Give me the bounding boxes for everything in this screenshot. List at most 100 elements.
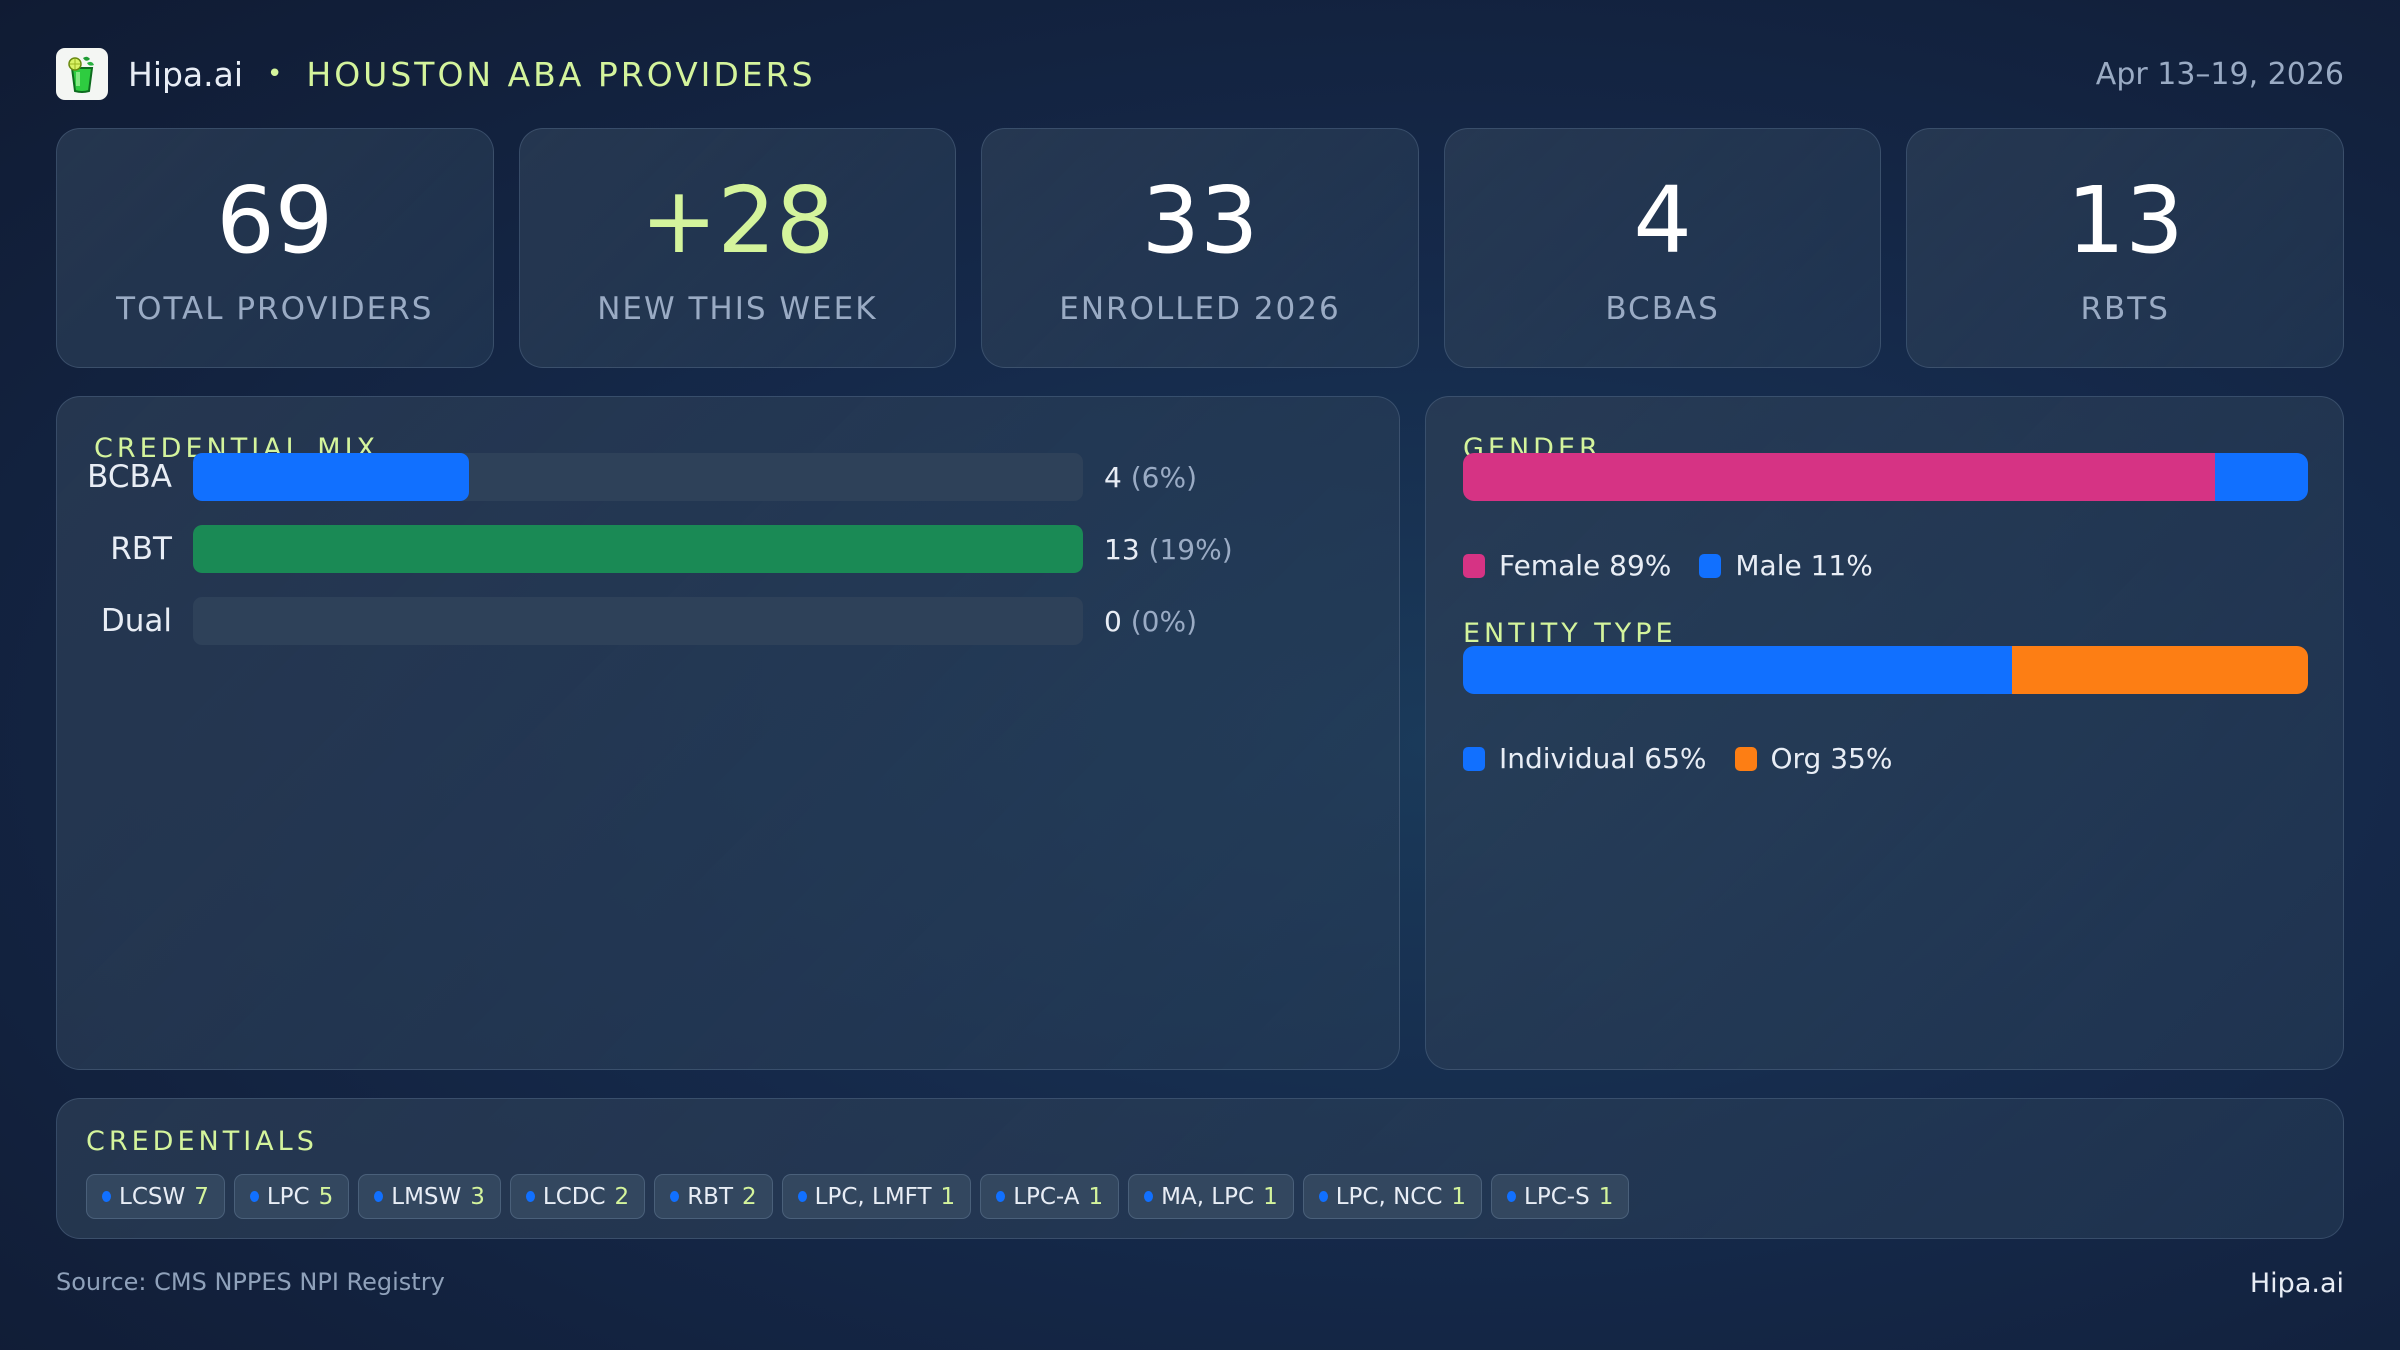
gender-legend: Female 89% Male 11% <box>1463 549 1901 582</box>
bar-count: 4 <box>1104 460 1122 494</box>
entity-type-legend: Individual 65% Org 35% <box>1463 742 1920 775</box>
chip-name: LPC, NCC <box>1335 1183 1443 1210</box>
page-title: HOUSTON ABA PROVIDERS <box>306 54 816 94</box>
gender-bar <box>1463 453 2308 501</box>
bar-label: Dual <box>100 603 172 639</box>
chip-count: 7 <box>194 1183 209 1210</box>
legend-label: Male 11% <box>1735 549 1873 582</box>
section-title: CREDENTIALS <box>86 1126 318 1157</box>
chip-count: 5 <box>318 1183 334 1210</box>
bar-track <box>193 597 1083 645</box>
bar-track <box>193 525 1083 573</box>
bar-count: 0 <box>1104 604 1122 638</box>
chip-name: RBT <box>687 1183 733 1210</box>
gender-segment-male <box>2215 453 2308 501</box>
dot-icon <box>102 1191 111 1202</box>
bar-row-bcba: BCBA 4 (6%) <box>57 453 1197 501</box>
credential-chip: RBT 2 <box>654 1174 773 1219</box>
chip-count: 2 <box>614 1183 630 1210</box>
legend-label: Org 35% <box>1770 742 1893 775</box>
legend-item-individual: Individual 65% <box>1463 742 1707 775</box>
stat-label: ENROLLED 2026 <box>1059 291 1341 327</box>
credential-chip: LMSW 3 <box>358 1174 501 1219</box>
chip-name: LPC-A <box>1013 1183 1080 1210</box>
stat-value: 4 <box>1633 167 1692 274</box>
chip-name: LCDC <box>542 1183 606 1210</box>
dot-icon <box>1318 1191 1328 1202</box>
bar-value: 4 (6%) <box>1104 461 1197 494</box>
footer-brand: Hipa.ai <box>2249 1268 2344 1299</box>
bar-percent: (6%) <box>1130 460 1198 494</box>
chip-count: 1 <box>940 1183 956 1210</box>
mojito-glass-icon <box>56 48 108 100</box>
bar-label: RBT <box>110 531 172 567</box>
bar-value: 0 (0%) <box>1104 605 1197 638</box>
legend-item-org: Org 35% <box>1734 742 1893 775</box>
stat-card-total-providers: 69 TOTAL PROVIDERS <box>56 128 494 368</box>
org-swatch-icon <box>1734 746 1757 771</box>
bar-count: 13 <box>1104 532 1140 566</box>
stat-card-enrolled-2026: 33 ENROLLED 2026 <box>981 128 1419 368</box>
stat-value: 13 <box>2066 167 2184 274</box>
chip-count: 1 <box>1263 1183 1278 1210</box>
chip-count: 2 <box>742 1183 757 1210</box>
credential-chip: LPC-A 1 <box>980 1174 1120 1219</box>
dot-icon <box>670 1191 680 1202</box>
bar-row-dual: Dual 0 (0%) <box>57 597 1197 645</box>
credential-chip: LCDC 2 <box>509 1174 646 1219</box>
stat-card-rbts: 13 RBTS <box>1906 128 2344 368</box>
chip-name: LMSW <box>391 1183 462 1210</box>
title-separator: • <box>267 59 283 89</box>
entity-segment-individual <box>1463 646 2013 694</box>
stat-cards: 69 TOTAL PROVIDERS +28 NEW THIS WEEK 33 … <box>56 128 2344 368</box>
entity-type-bar <box>1463 646 2308 694</box>
chip-count: 1 <box>1088 1183 1104 1210</box>
credentials-panel: CREDENTIALS LCSW 7 LPC 5 LMSW 3 LCDC 2 RBT 2 … <box>56 1098 2344 1239</box>
entity-segment-org <box>2012 646 2308 694</box>
dot-icon <box>374 1191 384 1202</box>
bar-label: BCBA <box>87 459 172 495</box>
stat-label: BCBAS <box>1605 291 1720 327</box>
credential-mix-panel: CREDENTIAL MIX BCBA 4 (6%) RBT 13 (19%) … <box>56 396 1400 1070</box>
gender-segment-female <box>1463 453 2216 501</box>
dot-icon <box>249 1191 259 1202</box>
bar-fill <box>193 453 469 501</box>
stat-label: RBTS <box>2080 291 2170 327</box>
credential-chips: LCSW 7 LPC 5 LMSW 3 LCDC 2 RBT 2 LPC, LMFT 1 L… <box>86 1174 1630 1219</box>
credential-chip: LPC-S 1 <box>1491 1174 1630 1219</box>
legend-label: Individual 65% <box>1499 742 1707 775</box>
credential-chip: MA, LPC 1 <box>1128 1174 1294 1219</box>
chip-name: LPC, LMFT <box>814 1183 932 1210</box>
stat-label: TOTAL PROVIDERS <box>116 291 434 327</box>
chip-name: MA, LPC <box>1161 1183 1255 1210</box>
legend-label: Female 89% <box>1499 549 1672 582</box>
bar-percent: (0%) <box>1130 604 1198 638</box>
credential-chip: LPC, NCC 1 <box>1302 1174 1483 1219</box>
chip-count: 3 <box>470 1183 485 1210</box>
legend-item-female: Female 89% <box>1463 549 1671 582</box>
chip-name: LPC-S <box>1524 1183 1590 1210</box>
stat-value: 33 <box>1141 167 1259 274</box>
bar-track <box>193 453 1083 501</box>
stat-card-bcbas: 4 BCBAS <box>1443 128 1882 368</box>
female-swatch-icon <box>1463 553 1485 578</box>
male-swatch-icon <box>1699 553 1722 578</box>
dot-icon <box>525 1191 535 1202</box>
bar-value: 13 (19%) <box>1104 533 1233 566</box>
footer-source: Source: CMS NPPES NPI Registry <box>56 1268 445 1296</box>
individual-swatch-icon <box>1463 746 1485 771</box>
bar-row-rbt: RBT 13 (19%) <box>57 525 1233 573</box>
credential-chip: LPC 5 <box>233 1174 350 1219</box>
legend-item-male: Male 11% <box>1699 549 1873 582</box>
dot-icon <box>996 1191 1006 1202</box>
chip-count: 1 <box>1598 1183 1614 1210</box>
stat-value: +28 <box>640 167 835 274</box>
header: Hipa.ai • HOUSTON ABA PROVIDERS Apr 13–1… <box>56 47 2344 101</box>
credential-chip: LPC, LMFT 1 <box>781 1174 972 1219</box>
stat-value: 69 <box>216 167 334 274</box>
brand: Hipa.ai • HOUSTON ABA PROVIDERS <box>56 48 816 100</box>
bar-fill <box>193 525 1083 573</box>
dot-icon <box>1144 1191 1154 1202</box>
dot-icon <box>1507 1191 1517 1202</box>
dot-icon <box>797 1191 807 1202</box>
